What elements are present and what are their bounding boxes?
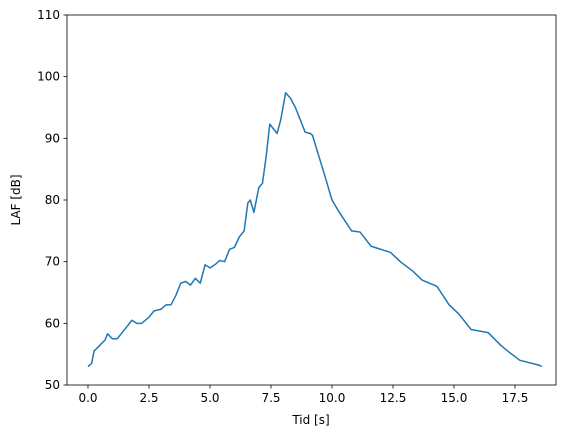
x-tick-label: 12.5: [380, 391, 407, 405]
y-tick-label: 90: [45, 131, 60, 145]
y-tick-label: 60: [45, 316, 60, 330]
x-axis-label: Tid [s]: [291, 413, 329, 427]
y-tick-label: 80: [45, 193, 60, 207]
y-axis-label: LAF [dB]: [9, 174, 23, 225]
x-tick-label: 10.0: [319, 391, 346, 405]
x-tick-label: 2.5: [139, 391, 158, 405]
x-tick-label: 7.5: [261, 391, 280, 405]
y-tick-label: 70: [45, 255, 60, 269]
plot-frame: [66, 14, 557, 386]
x-tick-label: 17.5: [502, 391, 529, 405]
x-tick-label: 15.0: [441, 391, 468, 405]
y-tick-label: 50: [45, 378, 60, 392]
y-tick-label: 100: [37, 70, 60, 84]
x-tick-label: 0.0: [78, 391, 97, 405]
x-tick-label: 5.0: [200, 391, 219, 405]
data-line: [87, 91, 543, 368]
y-tick-label: 110: [37, 8, 60, 22]
